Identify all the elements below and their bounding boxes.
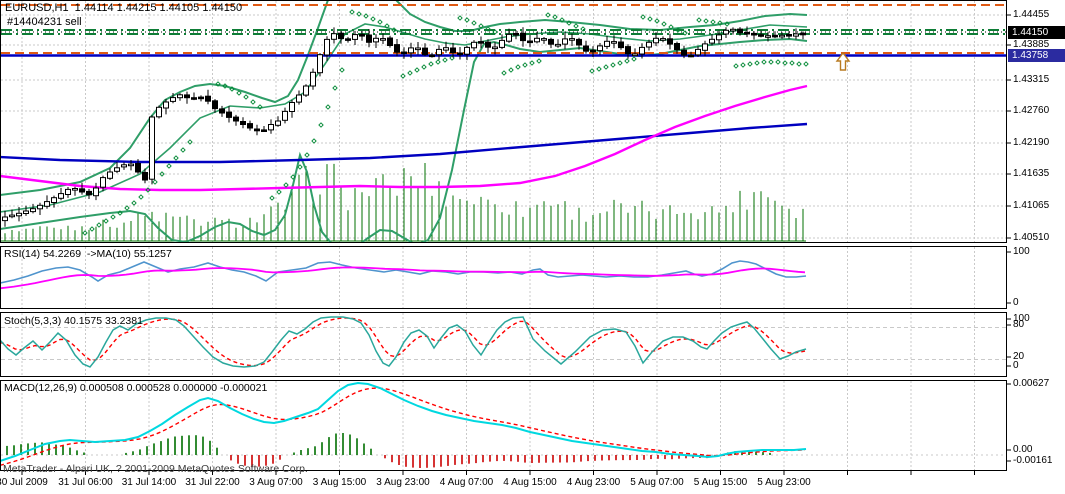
stoch-panel[interactable] (0, 316, 807, 368)
indicator-axis-label: 20 (1013, 351, 1025, 362)
buy-arrow-object[interactable] (835, 51, 851, 71)
time-axis-label: 5 Aug 07:00 (630, 477, 684, 488)
indicator-axis-label: -0.00161 (1013, 455, 1053, 466)
bid-price-box: 1.44150 (1008, 25, 1065, 39)
rsi-indicator-label: RSI(14) 54.2269 ->MA(10) 55.1257 (4, 248, 172, 260)
price-axis-label: 1.43315 (1013, 74, 1050, 85)
price-axis-label: 1.44455 (1013, 9, 1050, 20)
price-axis-label: 1.43885 (1013, 39, 1050, 50)
price-axis-label: 1.41065 (1013, 200, 1050, 211)
time-axis-label: 5 Aug 15:00 (693, 477, 748, 488)
indicator-axis-label: 0.00627 (1013, 378, 1050, 389)
indicator-axis-label: 100 (1013, 246, 1030, 257)
time-axis-label: 31 Jul 06:00 (58, 477, 113, 488)
macd-indicator-label: MACD(12,26,9) 0.000508 0.000528 0.000000… (4, 382, 268, 394)
time-axis-label: 31 Jul 14:00 (121, 477, 177, 488)
time-axis-label: 3 Aug 07:00 (249, 477, 303, 488)
indicator-axis-label: 80 (1013, 319, 1025, 330)
symbol-ohlc-label: EURUSD,H1 1.44114 1.44215 1.44105 1.4415… (5, 2, 243, 14)
time-axis-label: 31 Jul 22:00 (185, 477, 240, 488)
stoch-indicator-label: Stoch(5,3,3) 40.1575 33.2381 (4, 315, 143, 327)
indicator-axis-label: 0 (1013, 297, 1019, 308)
order-price-box: 1.43758 (1008, 48, 1065, 62)
price-axis-label: 1.41635 (1013, 168, 1050, 179)
time-axis-label: 3 Aug 23:00 (376, 477, 430, 488)
time-axis-label: 4 Aug 07:00 (439, 477, 494, 488)
indicator-axis-label: 100 (1013, 313, 1030, 324)
rsi-panel[interactable] (0, 260, 807, 290)
price-axis-label: 1.40510 (1013, 232, 1050, 243)
time-axis-label: 3 Aug 15:00 (312, 477, 367, 488)
time-axis-label: 5 Aug 23:00 (757, 477, 811, 488)
indicator-axis-label: 0 (1013, 360, 1019, 371)
open-order-label: #14404231 sell (7, 16, 82, 28)
time-axis-label: 4 Aug 15:00 (503, 477, 557, 488)
price-axis-label: 1.42760 (1013, 105, 1050, 116)
copyright-label: MetaTrader - Alpari UK, ? 2001-2009 Meta… (3, 463, 308, 475)
time-axis-label: 30 Jul 2009 (0, 477, 48, 488)
indicator-axis-label: 0.00 (1013, 444, 1033, 455)
macd-panel[interactable] (0, 381, 807, 468)
time-axis-label: 4 Aug 23:00 (566, 477, 621, 488)
price-axis-label: 1.42190 (1013, 137, 1050, 148)
